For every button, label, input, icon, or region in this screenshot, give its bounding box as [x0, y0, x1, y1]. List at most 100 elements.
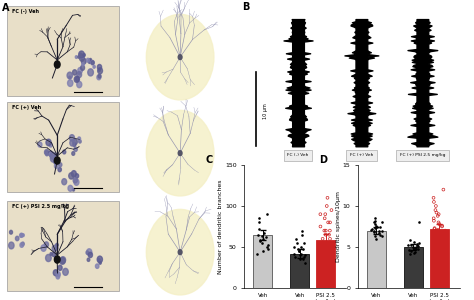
Circle shape	[50, 155, 56, 162]
Circle shape	[68, 185, 73, 191]
Circle shape	[68, 80, 73, 86]
Point	[412, 244, 419, 249]
Circle shape	[41, 245, 46, 251]
Point	[433, 228, 440, 233]
Point	[328, 208, 335, 212]
Point	[413, 242, 421, 247]
Point	[415, 241, 423, 245]
Circle shape	[38, 142, 42, 147]
Point	[371, 216, 379, 221]
Point	[300, 254, 308, 259]
Circle shape	[52, 245, 57, 251]
Circle shape	[73, 178, 77, 183]
Point	[260, 231, 268, 236]
Circle shape	[50, 152, 55, 159]
Circle shape	[78, 56, 80, 58]
Circle shape	[45, 242, 48, 247]
Point	[377, 224, 384, 229]
Circle shape	[48, 151, 53, 156]
Point	[326, 236, 334, 241]
Circle shape	[78, 68, 82, 73]
Circle shape	[73, 143, 76, 146]
Bar	[253, 235, 272, 288]
Point	[434, 213, 441, 218]
Circle shape	[86, 251, 89, 254]
Point	[322, 228, 329, 233]
Point	[372, 223, 380, 228]
Circle shape	[70, 140, 75, 146]
Point	[328, 253, 335, 258]
Circle shape	[87, 258, 90, 261]
Circle shape	[75, 174, 79, 178]
Circle shape	[82, 58, 86, 64]
Circle shape	[72, 152, 75, 155]
Point	[371, 230, 378, 235]
Point	[256, 238, 264, 243]
Point	[325, 232, 333, 237]
Circle shape	[99, 262, 101, 264]
Point	[292, 254, 299, 259]
Circle shape	[79, 51, 84, 58]
Point	[435, 220, 442, 225]
Point	[410, 240, 418, 244]
Circle shape	[97, 256, 102, 263]
Circle shape	[20, 243, 24, 247]
Circle shape	[73, 188, 74, 191]
Point	[297, 257, 304, 262]
Circle shape	[98, 69, 100, 72]
Point	[371, 234, 379, 239]
Circle shape	[59, 163, 62, 167]
Point	[290, 251, 298, 256]
Circle shape	[74, 76, 79, 83]
Point	[370, 229, 378, 234]
Circle shape	[178, 250, 182, 254]
Circle shape	[95, 264, 99, 268]
Point	[414, 247, 422, 252]
Point	[301, 261, 309, 266]
Circle shape	[81, 65, 84, 70]
Point	[374, 224, 381, 229]
Point	[293, 241, 301, 245]
Circle shape	[16, 236, 19, 241]
Point	[326, 220, 334, 225]
Circle shape	[45, 151, 48, 154]
Point	[434, 235, 441, 240]
Circle shape	[97, 64, 101, 70]
Circle shape	[55, 164, 58, 169]
Point	[300, 241, 307, 245]
Point	[299, 246, 307, 251]
Point	[412, 246, 419, 251]
Circle shape	[52, 252, 56, 257]
Circle shape	[81, 54, 84, 58]
Bar	[367, 231, 386, 288]
Circle shape	[58, 265, 62, 270]
Circle shape	[54, 159, 58, 164]
Circle shape	[88, 252, 92, 258]
Point	[323, 204, 330, 208]
Point	[321, 212, 329, 217]
Text: B: B	[242, 2, 249, 12]
Circle shape	[79, 140, 81, 143]
Circle shape	[78, 137, 81, 140]
Point	[436, 222, 443, 226]
Point	[373, 236, 380, 241]
Point	[263, 212, 270, 217]
Point	[414, 244, 421, 249]
Point	[413, 241, 421, 246]
Point	[370, 220, 378, 225]
Point	[410, 246, 418, 251]
Circle shape	[74, 179, 79, 185]
Point	[375, 228, 383, 233]
Circle shape	[55, 61, 60, 68]
Point	[256, 239, 264, 244]
Bar	[404, 247, 423, 288]
Point	[368, 227, 375, 232]
Point	[430, 218, 438, 223]
Circle shape	[60, 257, 65, 264]
Point	[405, 248, 413, 253]
Text: FC (+) PSI 2.5 mg/kg: FC (+) PSI 2.5 mg/kg	[12, 204, 69, 209]
Point	[430, 226, 438, 231]
Circle shape	[75, 56, 77, 58]
Circle shape	[55, 246, 58, 250]
Point	[263, 244, 271, 249]
